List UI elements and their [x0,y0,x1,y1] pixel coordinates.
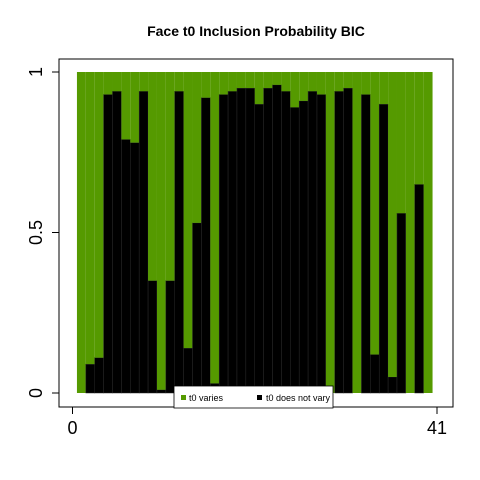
bar-varies-30 [334,72,344,92]
bar-varies-6 [121,72,131,140]
y-tick-label-0: 0 [26,388,46,398]
bar-varies-4 [103,72,113,95]
legend-label-0: t0 varies [189,393,224,403]
bar-varies-11 [165,72,175,281]
bar-varies-40 [423,72,433,393]
bar-varies-36 [388,72,397,377]
bar-varies-23 [272,72,282,85]
bar-varies-26 [299,72,309,101]
bar-no-vary-6 [121,139,131,394]
legend-label-1: t0 does not vary [266,393,331,403]
bar-no-vary-4 [103,94,113,394]
bar-varies-18 [228,72,237,92]
bar-varies-3 [94,72,104,358]
bar-varies-13 [183,72,193,349]
bar-varies-12 [174,72,184,92]
bar-varies-2 [85,72,95,365]
legend: t0 varies t0 does not vary [173,385,334,409]
bar-no-vary-23 [272,84,282,394]
bar-no-vary-8 [138,91,149,394]
bar-no-vary-10 [156,389,167,394]
bar-no-vary-26 [298,100,309,394]
legend-swatch-1 [257,395,262,400]
bar-varies-38 [405,72,415,393]
bar-no-vary-30 [334,91,344,394]
bar-no-vary-3 [94,357,104,394]
bar-varies-31 [343,72,353,89]
x-tick-label-41: 41 [427,418,447,438]
bars-group [76,72,433,394]
bar-varies-32 [352,72,362,393]
bar-no-vary-27 [307,91,318,394]
y-tick-label-1: 1 [26,67,46,77]
chart-title: Face t0 Inclusion Probability BIC [147,23,365,39]
y-tick-label-0.5: 0.5 [26,220,46,245]
bar-varies-20 [245,72,255,89]
bar-no-vary-18 [227,91,238,394]
bar-no-vary-25 [290,107,300,394]
bar-varies-9 [148,72,157,281]
bar-varies-34 [370,72,380,355]
bar-no-vary-14 [192,222,202,394]
bar-no-vary-12 [174,91,184,394]
bar-varies-24 [281,72,291,92]
bar-no-vary-31 [343,87,353,394]
bar-varies-7 [130,72,140,143]
bar-varies-19 [236,72,246,89]
bar-no-vary-28 [316,94,327,394]
bar-no-vary-34 [370,354,380,394]
bar-varies-16 [210,72,220,384]
bar-varies-15 [201,72,211,98]
bar-varies-21 [254,72,264,105]
bar-varies-27 [308,72,317,92]
bar-varies-17 [219,72,229,95]
bar-no-vary-35 [378,103,389,394]
legend-box [173,385,334,409]
bar-varies-25 [290,72,300,108]
x-tick-label-0: 0 [67,418,77,438]
bar-no-vary-37 [396,212,407,394]
bar-varies-29 [325,72,335,393]
bar-no-vary-7 [130,142,140,394]
bar-varies-10 [156,72,166,390]
bar-no-vary-33 [361,94,371,394]
bar-varies-14 [192,72,202,223]
bar-no-vary-19 [236,87,247,394]
bar-no-vary-9 [147,280,158,394]
legend-swatch-0 [181,395,186,400]
bar-no-vary-17 [218,94,229,394]
bar-no-vary-15 [201,97,211,394]
bar-varies-5 [112,72,122,92]
bar-no-vary-20 [245,87,256,394]
bar-no-vary-2 [85,363,95,394]
bar-varies-37 [396,72,406,214]
bar-no-vary-11 [165,280,175,394]
bar-no-vary-22 [263,87,273,394]
bar-no-vary-24 [281,91,291,394]
bar-varies-28 [316,72,326,95]
bar-varies-8 [139,72,149,92]
bar-varies-1 [76,72,86,393]
bar-no-vary-39 [414,184,424,394]
bar-varies-35 [379,72,389,105]
bar-no-vary-21 [254,103,264,394]
bar-no-vary-5 [112,91,122,394]
bar-varies-33 [361,72,371,95]
bar-varies-22 [263,72,273,89]
bar-no-vary-36 [387,376,398,394]
bar-varies-39 [414,72,424,185]
